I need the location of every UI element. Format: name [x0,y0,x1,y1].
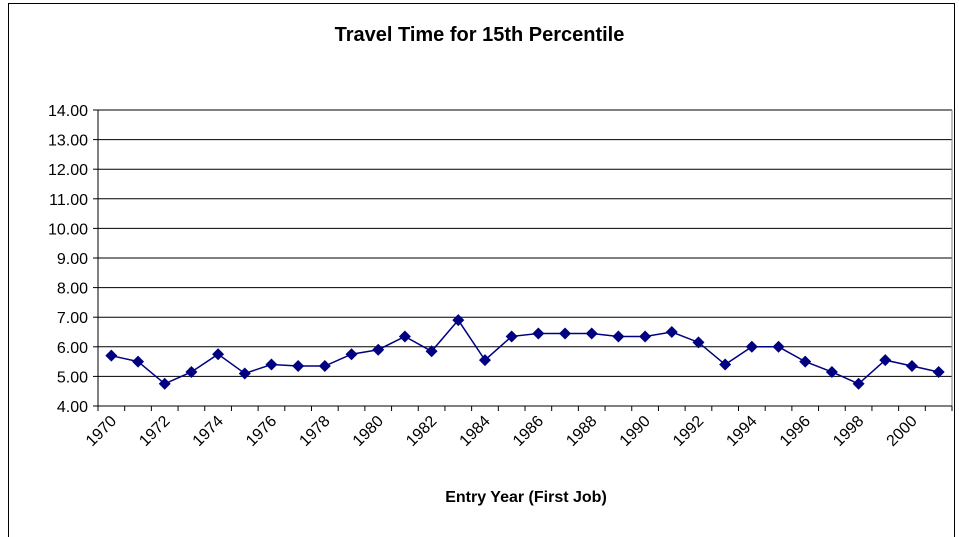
x-tick-label: 1982 [403,413,440,450]
data-point [292,360,305,373]
data-point [692,336,705,349]
data-point [158,377,171,390]
x-tick-label: 1988 [563,413,600,450]
y-tick-label: 4.00 [57,399,88,416]
data-point [132,355,145,368]
x-tick-label: 1984 [457,413,494,450]
data-point [505,330,518,343]
data-point [905,360,918,373]
x-tick-label: 1992 [670,413,707,450]
data-point [932,365,945,378]
y-tick-label: 8.00 [57,281,88,298]
data-point [639,330,652,343]
y-tick-label: 7.00 [57,310,88,327]
data-point [772,340,785,353]
data-point [799,355,812,368]
data-point [372,343,385,356]
x-tick-label: 1998 [830,413,867,450]
data-point [612,330,625,343]
data-point [212,348,225,361]
x-tick-label: 1976 [243,413,280,450]
data-point [879,354,892,367]
x-tick-label: 1994 [723,413,760,450]
data-point [238,367,251,380]
data-point [478,354,491,367]
data-point [425,345,438,358]
x-tick-label: 1996 [777,413,814,450]
y-tick-label: 14.00 [48,103,88,120]
data-point [532,327,545,340]
data-point [398,330,411,343]
data-point [719,358,732,371]
data-point [265,358,278,371]
data-point [559,327,572,340]
x-tick-label: 1974 [190,413,227,450]
y-tick-label: 9.00 [57,251,88,268]
data-point [665,326,678,338]
data-point [852,377,865,390]
data-point [825,365,838,378]
x-tick-label: 1972 [136,413,173,450]
series-line [111,318,939,385]
y-tick-label: 13.00 [48,133,88,150]
data-point [185,365,198,378]
x-tick-label: 1978 [296,413,333,450]
data-point [105,349,118,362]
y-tick-label: 5.00 [57,369,88,386]
x-axis-label: Entry Year (First Job) [445,489,607,506]
y-tick-label: 6.00 [57,340,88,357]
y-tick-label: 10.00 [48,221,88,238]
y-tick-label: 12.00 [48,162,88,179]
data-point [745,340,758,353]
x-tick-label: 1986 [510,413,547,450]
data-point [318,360,331,373]
y-tick-label: 11.00 [49,192,88,209]
chart-frame [8,3,955,537]
data-point [452,314,465,327]
chart-title: Travel Time for 15th Percentile [334,24,625,46]
data-point [345,348,358,361]
x-tick-label: 1980 [350,413,387,450]
x-tick-label: 1990 [617,413,654,450]
x-tick-label: 1970 [83,413,120,450]
x-tick-label: 2000 [884,413,921,450]
data-point [585,327,598,340]
